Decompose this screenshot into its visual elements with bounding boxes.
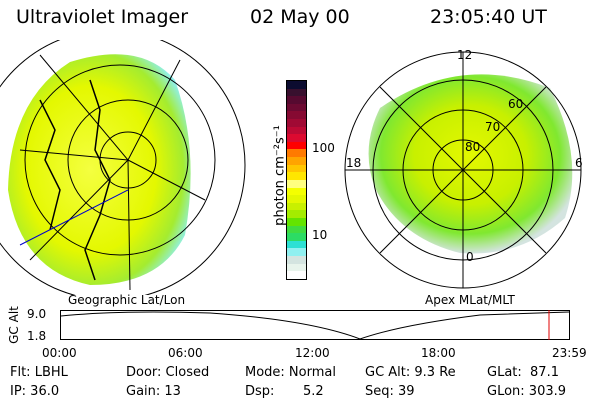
terminator-line	[19, 189, 129, 246]
right-map-label: Apex MLat/MLT	[425, 293, 515, 307]
colorbar-band	[287, 149, 306, 158]
aurora-oval	[368, 74, 573, 254]
colorbar-band	[287, 96, 306, 104]
glat-info: GLat: 87.1	[487, 365, 559, 380]
glon-info: GLon: 303.9	[487, 384, 567, 399]
colorbar-tick-10: 10	[312, 228, 328, 242]
left-map-label: Geographic Lat/Lon	[68, 293, 186, 307]
colorbar-band	[287, 111, 306, 120]
colorbar-band	[287, 88, 306, 97]
colorbar-band	[287, 202, 306, 211]
colorbar	[286, 80, 307, 280]
colorbar-band	[287, 210, 306, 218]
mlt-label-12: 12	[457, 48, 473, 62]
gain-info: Gain: 13	[126, 384, 181, 399]
colorbar-band	[287, 263, 306, 272]
colorbar-band	[287, 240, 306, 249]
colorbar-label: photon cm⁻²s⁻¹	[272, 125, 288, 226]
colorbar-band	[287, 187, 306, 196]
aurora-image	[8, 54, 191, 286]
mlt-label-6: 6	[575, 156, 583, 170]
xtick-1200: 12:00	[295, 346, 330, 360]
xtick-0000: 00:00	[42, 346, 77, 360]
mlt-label-0: 0	[466, 250, 474, 264]
geographic-map	[0, 40, 246, 295]
colorbar-band	[287, 233, 306, 241]
dsp-label: Dsp:	[245, 384, 275, 399]
colorbar-band	[287, 225, 306, 234]
altitude-timeline	[60, 310, 570, 340]
mlt-label-18: 18	[346, 156, 362, 170]
timeline-ytick-min: 1.8	[27, 329, 47, 343]
time-label: 23:05:40 UT	[430, 6, 547, 28]
colorbar-band	[287, 172, 306, 180]
colorbar-tick-100: 100	[312, 141, 335, 155]
timeline-ylabel: GC Alt	[6, 306, 21, 344]
colorbar-band	[287, 141, 306, 150]
colorbar-band	[287, 119, 306, 127]
colorbar-band	[287, 103, 306, 112]
colorbar-band	[287, 164, 306, 173]
colorbar-band	[287, 81, 306, 89]
colorbar-band	[287, 271, 306, 279]
colorbar-band	[287, 179, 306, 188]
colorbar-band	[287, 217, 306, 226]
xtick-0600: 06:00	[168, 346, 203, 360]
colorbar-band	[287, 126, 306, 135]
date-label: 02 May 00	[250, 6, 350, 28]
lat-label-80: 80	[465, 140, 481, 154]
colorbar-band	[287, 134, 306, 142]
colorbar-band	[287, 195, 306, 203]
gc-alt-info: GC Alt: 9.3 Re	[365, 365, 456, 380]
xtick-2359: 23:59	[552, 346, 587, 360]
timeline-ytick-max: 9.0	[27, 307, 47, 321]
seq-info: Seq: 39	[365, 384, 415, 399]
colorbar-band	[287, 157, 306, 165]
mode-info: Mode: Normal	[245, 365, 336, 380]
filter-info: Flt: LBHL	[10, 365, 68, 380]
xtick-1800: 18:00	[421, 346, 456, 360]
ip-info: IP: 36.0	[10, 384, 60, 399]
polar-map	[344, 51, 582, 289]
dsp-value: 5.2	[303, 384, 324, 399]
instrument-title: Ultraviolet Imager	[16, 6, 189, 28]
colorbar-band	[287, 248, 306, 257]
door-info: Door: Closed	[126, 365, 210, 380]
lat-label-70: 70	[485, 120, 501, 134]
colorbar-band	[287, 256, 306, 264]
lat-label-60: 60	[508, 97, 524, 111]
